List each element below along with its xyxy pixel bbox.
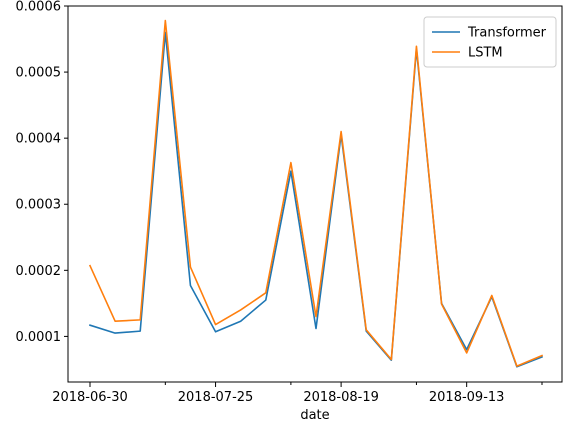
legend-label-lstm: LSTM [468, 46, 503, 61]
x-tick-label: 2018-08-19 [303, 390, 379, 405]
y-tick-label: 0.0002 [16, 264, 62, 279]
legend-label-transformer: Transformer [467, 26, 547, 41]
plot-frame [67, 5, 563, 383]
x-tick-label: 2018-07-25 [178, 390, 254, 405]
y-tick-label: 0.0006 [16, 0, 62, 15]
y-tick-label: 0.0001 [16, 330, 62, 345]
y-tick-label: 0.0004 [16, 132, 62, 147]
legend-box [423, 16, 557, 68]
legend: Transformer LSTM [423, 16, 557, 68]
x-tick-label: 2018-06-30 [52, 390, 128, 405]
series-line-lstm [88, 19, 544, 367]
x-axis-label: date [300, 408, 329, 423]
series-line-transformer [88, 31, 544, 368]
series-layer [88, 19, 544, 368]
y-tick-label: 0.0005 [16, 66, 62, 81]
y-tick-label: 0.0003 [16, 198, 62, 213]
axes-layer: 0.0001 0.0002 0.0003 0.0004 0.0005 0.0006 2018… [16, 0, 563, 405]
x-tick-label: 2018-09-13 [429, 390, 505, 405]
